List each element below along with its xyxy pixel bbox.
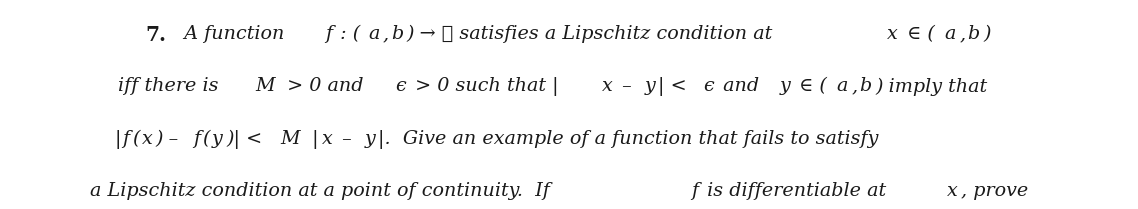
Text: y: y	[364, 130, 376, 148]
Text: a: a	[369, 25, 380, 43]
Text: x: x	[947, 182, 958, 200]
Text: ) → ℝ satisfies a Lipschitz condition at: ) → ℝ satisfies a Lipschitz condition at	[406, 25, 780, 43]
Text: ,: ,	[384, 25, 389, 43]
Text: |: |	[114, 130, 121, 149]
Text: f: f	[325, 25, 332, 43]
Text: > 0 and: > 0 and	[281, 77, 370, 95]
Text: b: b	[967, 25, 980, 43]
Text: (: (	[132, 130, 139, 148]
Text: a Lipschitz condition at a point of continuity.  If: a Lipschitz condition at a point of cont…	[90, 182, 556, 200]
Text: | <: | <	[658, 77, 693, 96]
Text: ∈ (: ∈ (	[901, 25, 935, 43]
Text: f: f	[123, 130, 130, 148]
Text: f: f	[193, 130, 200, 148]
Text: M: M	[281, 130, 300, 148]
Text: y: y	[780, 77, 790, 95]
Text: |: |	[306, 130, 319, 149]
Text: x: x	[141, 130, 152, 148]
Text: (: (	[203, 130, 211, 148]
Text: ∈ (: ∈ (	[793, 77, 827, 95]
Text: ): )	[983, 25, 990, 43]
Text: 7.: 7.	[146, 25, 166, 45]
Text: is differentiable at: is differentiable at	[701, 182, 892, 200]
Text: )| <: )| <	[226, 130, 269, 149]
Text: A function: A function	[172, 25, 291, 43]
Text: and: and	[717, 77, 765, 95]
Text: , prove: , prove	[962, 182, 1029, 200]
Text: x: x	[322, 130, 333, 148]
Text: y: y	[212, 130, 223, 148]
Text: a: a	[836, 77, 848, 95]
Text: : (: : (	[335, 25, 361, 43]
Text: –: –	[616, 77, 638, 95]
Text: b: b	[390, 25, 403, 43]
Text: > 0 such that |: > 0 such that |	[410, 77, 559, 96]
Text: –: –	[336, 130, 357, 148]
Text: b: b	[859, 77, 872, 95]
Text: M: M	[256, 77, 275, 95]
Text: x: x	[888, 25, 898, 43]
Text: x: x	[602, 77, 613, 95]
Text: ϵ: ϵ	[395, 77, 406, 95]
Text: |.  Give an example of a function that fails to satisfy: |. Give an example of a function that fa…	[378, 130, 879, 149]
Text: y: y	[644, 77, 655, 95]
Text: ,: ,	[959, 25, 965, 43]
Text: ,: ,	[851, 77, 858, 95]
Text: iff there is: iff there is	[118, 77, 224, 95]
Text: ) imply that: ) imply that	[875, 77, 988, 96]
Text: ϵ: ϵ	[703, 77, 714, 95]
Text: a: a	[945, 25, 956, 43]
Text: f: f	[692, 182, 699, 200]
Text: ) –: ) –	[156, 130, 184, 148]
